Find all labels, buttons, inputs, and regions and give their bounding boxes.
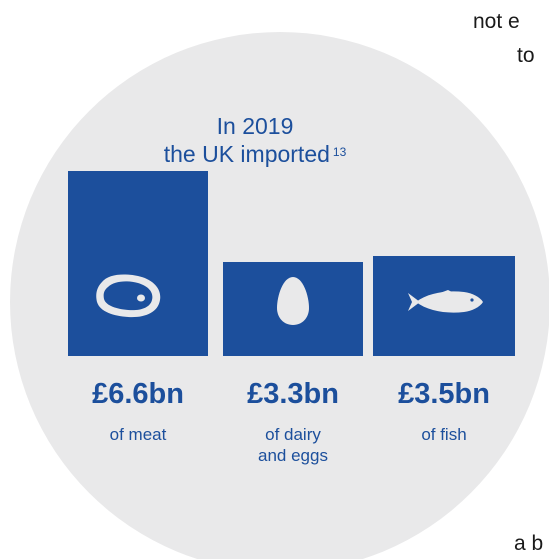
meat-value: £6.6bn: [92, 378, 184, 410]
dairy-eggs-value: £3.3bn: [247, 378, 339, 410]
dairy-eggs-caption: of dairy and eggs: [223, 424, 363, 466]
fish-value: £3.5bn: [398, 378, 490, 410]
meat-caption: of meat: [68, 424, 208, 445]
fish-caption-line: of fish: [421, 425, 467, 444]
cropped-text-bottom: a b: [514, 532, 544, 555]
steak-icon: [96, 274, 161, 318]
meat-bar: [68, 171, 208, 356]
egg-icon: [277, 277, 309, 325]
footnote-marker: 13: [332, 145, 347, 159]
heading-line-1: In 2019: [216, 113, 294, 139]
cropped-text-top-1: not e: [473, 10, 520, 33]
dairy-eggs-caption-line-2: and eggs: [258, 446, 328, 465]
heading-line-2: the UK imported: [163, 141, 330, 167]
cropped-text-top-2: to: [517, 44, 535, 67]
dairy-eggs-bar: [223, 262, 363, 356]
dairy-eggs-caption-line-1: of dairy: [265, 425, 321, 444]
meat-caption-line: of meat: [109, 425, 167, 444]
heading-subtitle: the UK imported 13: [130, 141, 380, 167]
heading-year: In 2019: [130, 113, 380, 139]
fish-icon: [408, 290, 483, 313]
fish-caption: of fish: [373, 424, 515, 445]
fish-bar: [373, 256, 515, 356]
